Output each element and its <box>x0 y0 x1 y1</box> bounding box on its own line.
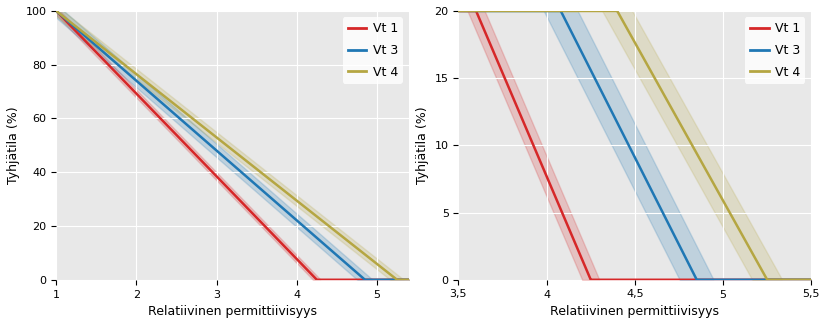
Vt 1 <box>342 278 351 282</box>
Line: Vt 3: Vt 3 <box>458 11 811 280</box>
Vt 4 <box>404 278 414 282</box>
Vt 1 <box>622 278 632 282</box>
Vt 4 <box>51 9 61 13</box>
Vt 4 <box>624 29 633 32</box>
Vt 3 <box>644 184 654 188</box>
Vt 3 <box>691 278 701 282</box>
Vt 3 <box>404 278 414 282</box>
Vt 1 <box>51 9 61 13</box>
Vt 3 <box>51 9 61 13</box>
Vt 3 <box>799 278 809 282</box>
Vt 1 <box>806 278 816 282</box>
Vt 1 <box>743 278 753 282</box>
Vt 4 <box>219 141 229 145</box>
Line: Vt 1: Vt 1 <box>56 11 409 280</box>
Vt 4 <box>799 278 809 282</box>
Vt 1 <box>453 9 463 13</box>
Vt 1 <box>799 278 809 282</box>
X-axis label: Relatiivinen permittiivisyys: Relatiivinen permittiivisyys <box>551 305 719 318</box>
Vt 4 <box>341 237 351 241</box>
Line: Vt 4: Vt 4 <box>458 11 811 280</box>
Vt 1 <box>645 278 655 282</box>
Vt 1 <box>242 206 252 210</box>
Y-axis label: Tyhjätila (%): Tyhjätila (%) <box>7 107 20 184</box>
Vt 3 <box>453 9 463 13</box>
Line: Vt 4: Vt 4 <box>56 11 409 280</box>
Vt 4 <box>453 9 463 13</box>
Vt 1 <box>261 226 271 229</box>
Vt 3 <box>361 278 370 282</box>
Vt 3 <box>341 261 351 265</box>
Vt 4 <box>221 143 231 147</box>
Vt 3 <box>663 222 673 226</box>
Vt 3 <box>743 278 753 282</box>
Vt 4 <box>261 175 271 178</box>
Vt 4 <box>621 25 631 29</box>
Vt 1 <box>219 182 229 186</box>
Vt 3 <box>806 278 816 282</box>
Legend: Vt 1, Vt 3, Vt 4: Vt 1, Vt 3, Vt 4 <box>745 17 805 84</box>
Vt 3 <box>219 155 229 159</box>
Vt 1 <box>586 278 596 282</box>
Vt 3 <box>242 175 252 179</box>
Vt 4 <box>762 278 772 282</box>
Vt 4 <box>743 243 753 247</box>
Vt 4 <box>663 101 673 105</box>
Vt 1 <box>624 278 633 282</box>
Vt 3 <box>396 278 406 282</box>
X-axis label: Relatiivinen permittiivisyys: Relatiivinen permittiivisyys <box>148 305 318 318</box>
Vt 1 <box>404 278 414 282</box>
Vt 3 <box>624 142 633 146</box>
Vt 3 <box>261 192 271 196</box>
Vt 4 <box>396 278 406 282</box>
Legend: Vt 1, Vt 3, Vt 4: Vt 1, Vt 3, Vt 4 <box>342 17 403 84</box>
Vt 4 <box>392 278 402 282</box>
Vt 1 <box>313 278 323 282</box>
Vt 3 <box>621 138 631 142</box>
Line: Vt 3: Vt 3 <box>56 11 409 280</box>
Vt 3 <box>221 157 231 161</box>
Vt 1 <box>396 278 406 282</box>
Vt 1 <box>221 184 231 188</box>
Vt 4 <box>644 67 654 71</box>
Vt 4 <box>806 278 816 282</box>
Vt 1 <box>664 278 674 282</box>
Line: Vt 1: Vt 1 <box>458 11 811 280</box>
Y-axis label: Tyhjätila (%): Tyhjätila (%) <box>416 107 429 184</box>
Vt 4 <box>242 160 252 163</box>
